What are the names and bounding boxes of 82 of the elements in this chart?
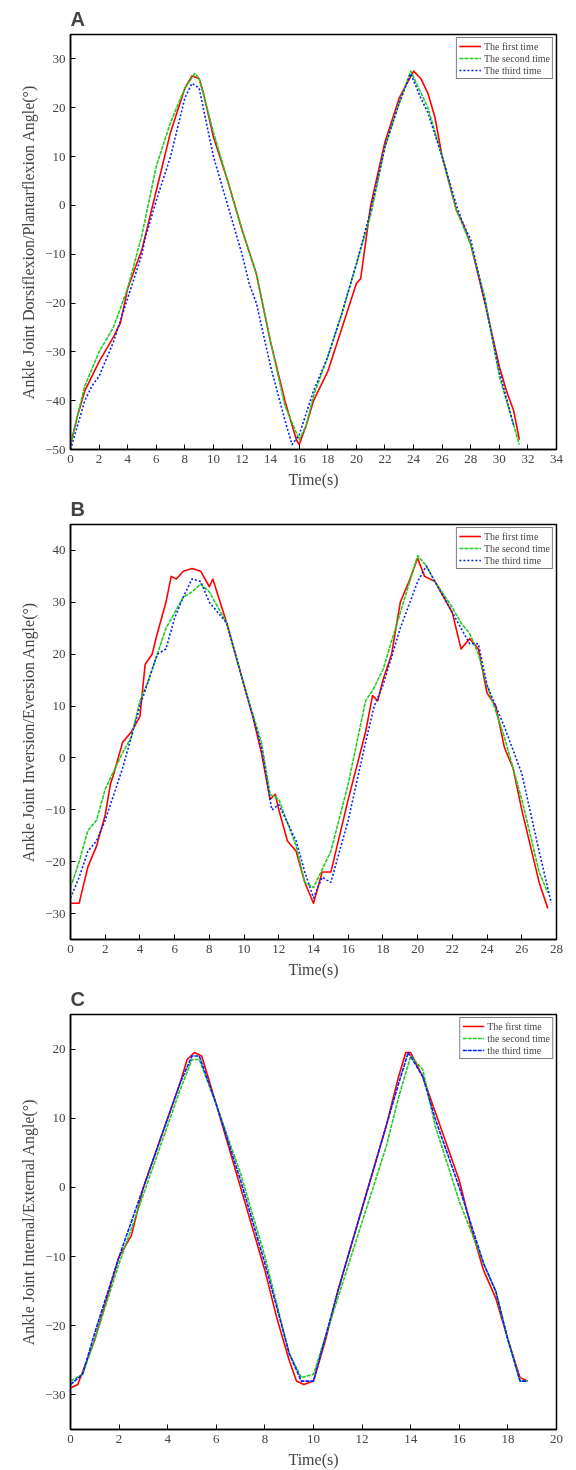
x-tick-label: 24: [407, 450, 421, 466]
legend-label: The third time: [483, 64, 542, 76]
y-tick-label: 30: [52, 594, 66, 610]
x-tick-label: 18: [501, 1430, 515, 1446]
chart-title: A: [70, 7, 85, 30]
x-tick-label: 22: [378, 450, 392, 466]
x-tick-label: 8: [261, 1430, 269, 1446]
x-tick-label: 32: [521, 450, 535, 466]
x-tick-label: 28: [550, 940, 563, 956]
y-tick-label: −20: [45, 853, 66, 869]
x-tick-label: 14: [307, 940, 321, 956]
legend-label: The first time: [487, 1020, 542, 1032]
x-tick-label: 8: [181, 450, 189, 466]
legend-label: The second time: [483, 52, 550, 64]
x-tick-label: 20: [550, 1430, 563, 1446]
x-tick-label: 12: [355, 1430, 369, 1446]
x-tick-label: 20: [349, 450, 363, 466]
x-tick-label: 28: [464, 450, 478, 466]
x-tick-label: 2: [95, 450, 103, 466]
x-tick-label: 4: [136, 940, 144, 956]
y-tick-label: 0: [59, 749, 66, 765]
legend-label: the second time: [487, 1032, 550, 1044]
x-tick-label: 6: [171, 940, 179, 956]
x-axis-title: Time(s): [288, 960, 339, 979]
x-tick-label: 24: [480, 940, 495, 956]
y-tick-label: −20: [45, 295, 66, 311]
x-tick-label: 16: [292, 450, 307, 466]
y-tick-label: 20: [52, 1041, 66, 1057]
x-tick-label: 26: [515, 940, 529, 956]
y-tick-label: −40: [45, 392, 66, 408]
chart-title: B: [70, 497, 85, 520]
legend-label: The second time: [483, 542, 550, 554]
x-tick-label: 10: [206, 450, 220, 466]
x-tick-label: 6: [213, 1430, 221, 1446]
legend-label: the third time: [487, 1044, 542, 1056]
y-tick-label: 20: [52, 99, 66, 115]
x-tick-label: 2: [101, 940, 109, 956]
x-tick-label: 34: [550, 450, 564, 466]
x-tick-label: 12: [272, 940, 286, 956]
y-tick-label: 10: [52, 698, 66, 714]
x-tick-label: 16: [452, 1430, 467, 1446]
x-tick-label: 20: [411, 940, 425, 956]
x-axis-title: Time(s): [288, 1450, 339, 1469]
x-tick-label: 30: [492, 450, 506, 466]
y-tick-label: 40: [52, 542, 66, 558]
x-tick-label: 10: [237, 940, 251, 956]
y-axis-title: Ankle Joint Inversion/Eversion Angle(°): [20, 602, 39, 863]
x-tick-label: 8: [206, 940, 213, 956]
x-tick-label: 14: [404, 1430, 418, 1446]
y-tick-label: 10: [52, 148, 66, 164]
y-tick-label: −10: [45, 246, 66, 262]
legend-label: The first time: [483, 530, 539, 542]
x-tick-label: 6: [153, 450, 161, 466]
y-tick-label: −30: [45, 343, 66, 359]
x-tick-label: 4: [164, 1430, 172, 1446]
y-tick-label: 30: [52, 50, 66, 66]
y-axis-title: Ankle Joint Dorsiflexion/Plantarflexion Angle(°): [20, 85, 39, 400]
legend-label: The third time: [483, 554, 542, 566]
x-tick-label: 18: [321, 450, 335, 466]
x-tick-label: 14: [264, 450, 278, 466]
x-tick-label: 16: [341, 940, 356, 956]
y-tick-label: −10: [45, 1248, 66, 1264]
x-tick-label: 22: [445, 940, 459, 956]
y-tick-label: 10: [52, 1110, 66, 1126]
y-tick-label: −30: [45, 1386, 66, 1402]
y-tick-label: 0: [59, 197, 66, 213]
x-axis-title: Time(s): [288, 470, 339, 489]
y-axis-title: Ankle Joint Internal/External Angle(°): [20, 1099, 39, 1346]
x-tick-label: 10: [307, 1430, 320, 1446]
y-tick-label: 20: [52, 646, 66, 662]
legend-label: The first time: [483, 40, 539, 52]
x-tick-label: 18: [376, 940, 390, 956]
y-tick-label: −30: [45, 905, 66, 921]
y-tick-label: −20: [45, 1317, 66, 1333]
x-tick-label: 4: [124, 450, 132, 466]
y-tick-label: −10: [45, 801, 66, 817]
x-tick-label: 12: [235, 450, 249, 466]
y-tick-label: −50: [45, 441, 66, 457]
x-tick-label: 26: [435, 450, 450, 466]
y-tick-label: 0: [59, 1179, 66, 1195]
chart-title: C: [70, 987, 85, 1010]
x-tick-label: 2: [115, 1430, 123, 1446]
